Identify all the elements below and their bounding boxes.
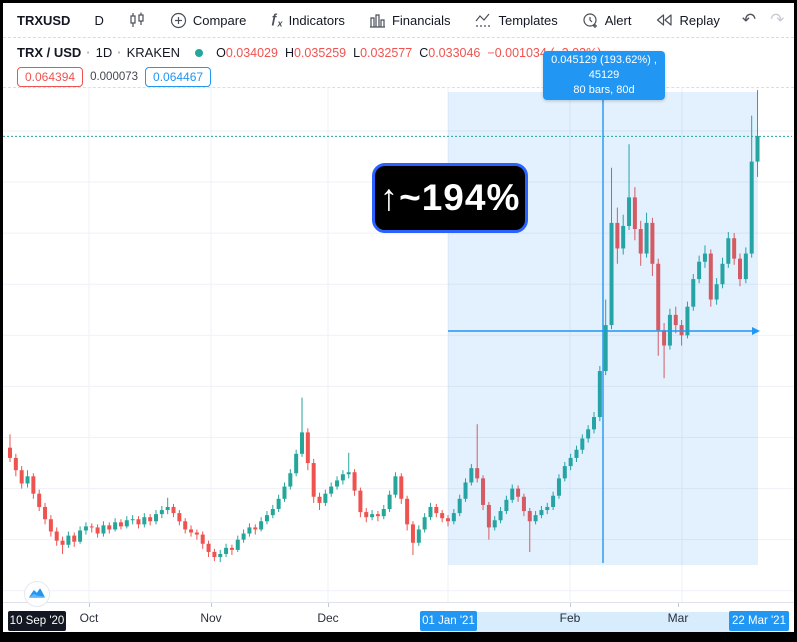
market-status-dot: [195, 48, 204, 57]
crosshair-date-label: 10 Sep '20: [8, 611, 66, 631]
month-tick: [89, 603, 90, 607]
range-end-date-label: 22 Mar '21: [729, 611, 789, 631]
templates-button[interactable]: Templates: [465, 7, 566, 33]
compare-button[interactable]: Compare: [161, 7, 255, 33]
month-tick: [678, 603, 679, 607]
alert-label: Alert: [604, 12, 632, 28]
replay-button[interactable]: Replay: [646, 7, 728, 33]
chart-legend: TRX / USD · 1D · KRAKEN O0.034029 H0.035…: [17, 45, 601, 87]
dot-separator: ·: [86, 45, 91, 60]
dot-separator: ·: [117, 45, 122, 60]
range-start-date-label: 01 Jan '21: [420, 611, 477, 631]
legend-symbol: TRX / USD: [17, 45, 82, 60]
compare-plus-icon: [170, 12, 187, 29]
replay-label: Replay: [679, 12, 720, 28]
indicators-button[interactable]: ƒx Indicators: [261, 7, 354, 33]
symbol-button[interactable]: TRXUSD: [17, 12, 71, 28]
percent-gain-callout[interactable]: ↑~194%: [372, 163, 528, 233]
month-label-dec: Dec: [317, 611, 339, 625]
legend-interval: 1D: [95, 45, 113, 60]
bid-price-box[interactable]: 0.064394: [17, 67, 84, 87]
financials-button[interactable]: Financials: [360, 7, 460, 33]
month-label-nov: Nov: [200, 611, 222, 625]
measure-range-band: [448, 612, 758, 632]
time-axis[interactable]: 10 Sep '20 01 Jan '21 22 Mar '21 Oct Nov D…: [3, 602, 794, 632]
trading-app-window: TRXUSD D Compare: [3, 3, 794, 632]
chart-toolbar: TRXUSD D Compare: [3, 3, 794, 38]
measure-tooltip: 0.045129 (193.62%) , 45129 80 bars, 80d: [543, 51, 665, 100]
replay-rewind-icon: [655, 13, 673, 27]
month-tick: [328, 603, 329, 607]
alert-clock-icon: [582, 12, 599, 29]
bid-ask-row: 0.064394 0.000073 0.064467: [17, 67, 601, 87]
financials-bars-icon: [369, 12, 386, 29]
indicators-fx-icon: ƒx: [270, 11, 283, 29]
candlestick-style-icon: [128, 11, 146, 29]
month-label-feb: Feb: [559, 611, 581, 625]
chart-style-button[interactable]: [119, 7, 155, 33]
tradingview-logo-button[interactable]: [24, 581, 50, 607]
interval-button[interactable]: D: [94, 12, 104, 28]
spread-value: 0.000073: [90, 71, 139, 83]
compare-label: Compare: [192, 12, 247, 28]
symbol-info-row[interactable]: TRX / USD · 1D · KRAKEN O0.034029 H0.035…: [17, 45, 601, 60]
templates-label: Templates: [498, 12, 558, 28]
price-chart[interactable]: [3, 3, 794, 632]
financials-label: Financials: [391, 12, 451, 28]
month-tick: [211, 603, 212, 607]
month-label-mar: Mar: [667, 611, 689, 625]
measure-tooltip-line2: 80 bars, 80d: [573, 84, 635, 96]
ask-price-box[interactable]: 0.064467: [145, 67, 212, 87]
month-label-oct: Oct: [79, 611, 99, 625]
measure-tooltip-line1: 0.045129 (193.62%) , 45129: [551, 54, 657, 81]
indicators-label: Indicators: [288, 12, 345, 28]
pane-top-divider: [3, 87, 794, 88]
month-tick: [570, 603, 571, 607]
alert-button[interactable]: Alert: [573, 7, 641, 33]
undo-button[interactable]: ↶: [741, 10, 757, 29]
tradingview-logo-icon: [29, 588, 45, 598]
redo-button[interactable]: ↷: [770, 10, 785, 29]
templates-zigzag-icon: [474, 12, 492, 28]
legend-exchange: KRAKEN: [126, 45, 181, 60]
